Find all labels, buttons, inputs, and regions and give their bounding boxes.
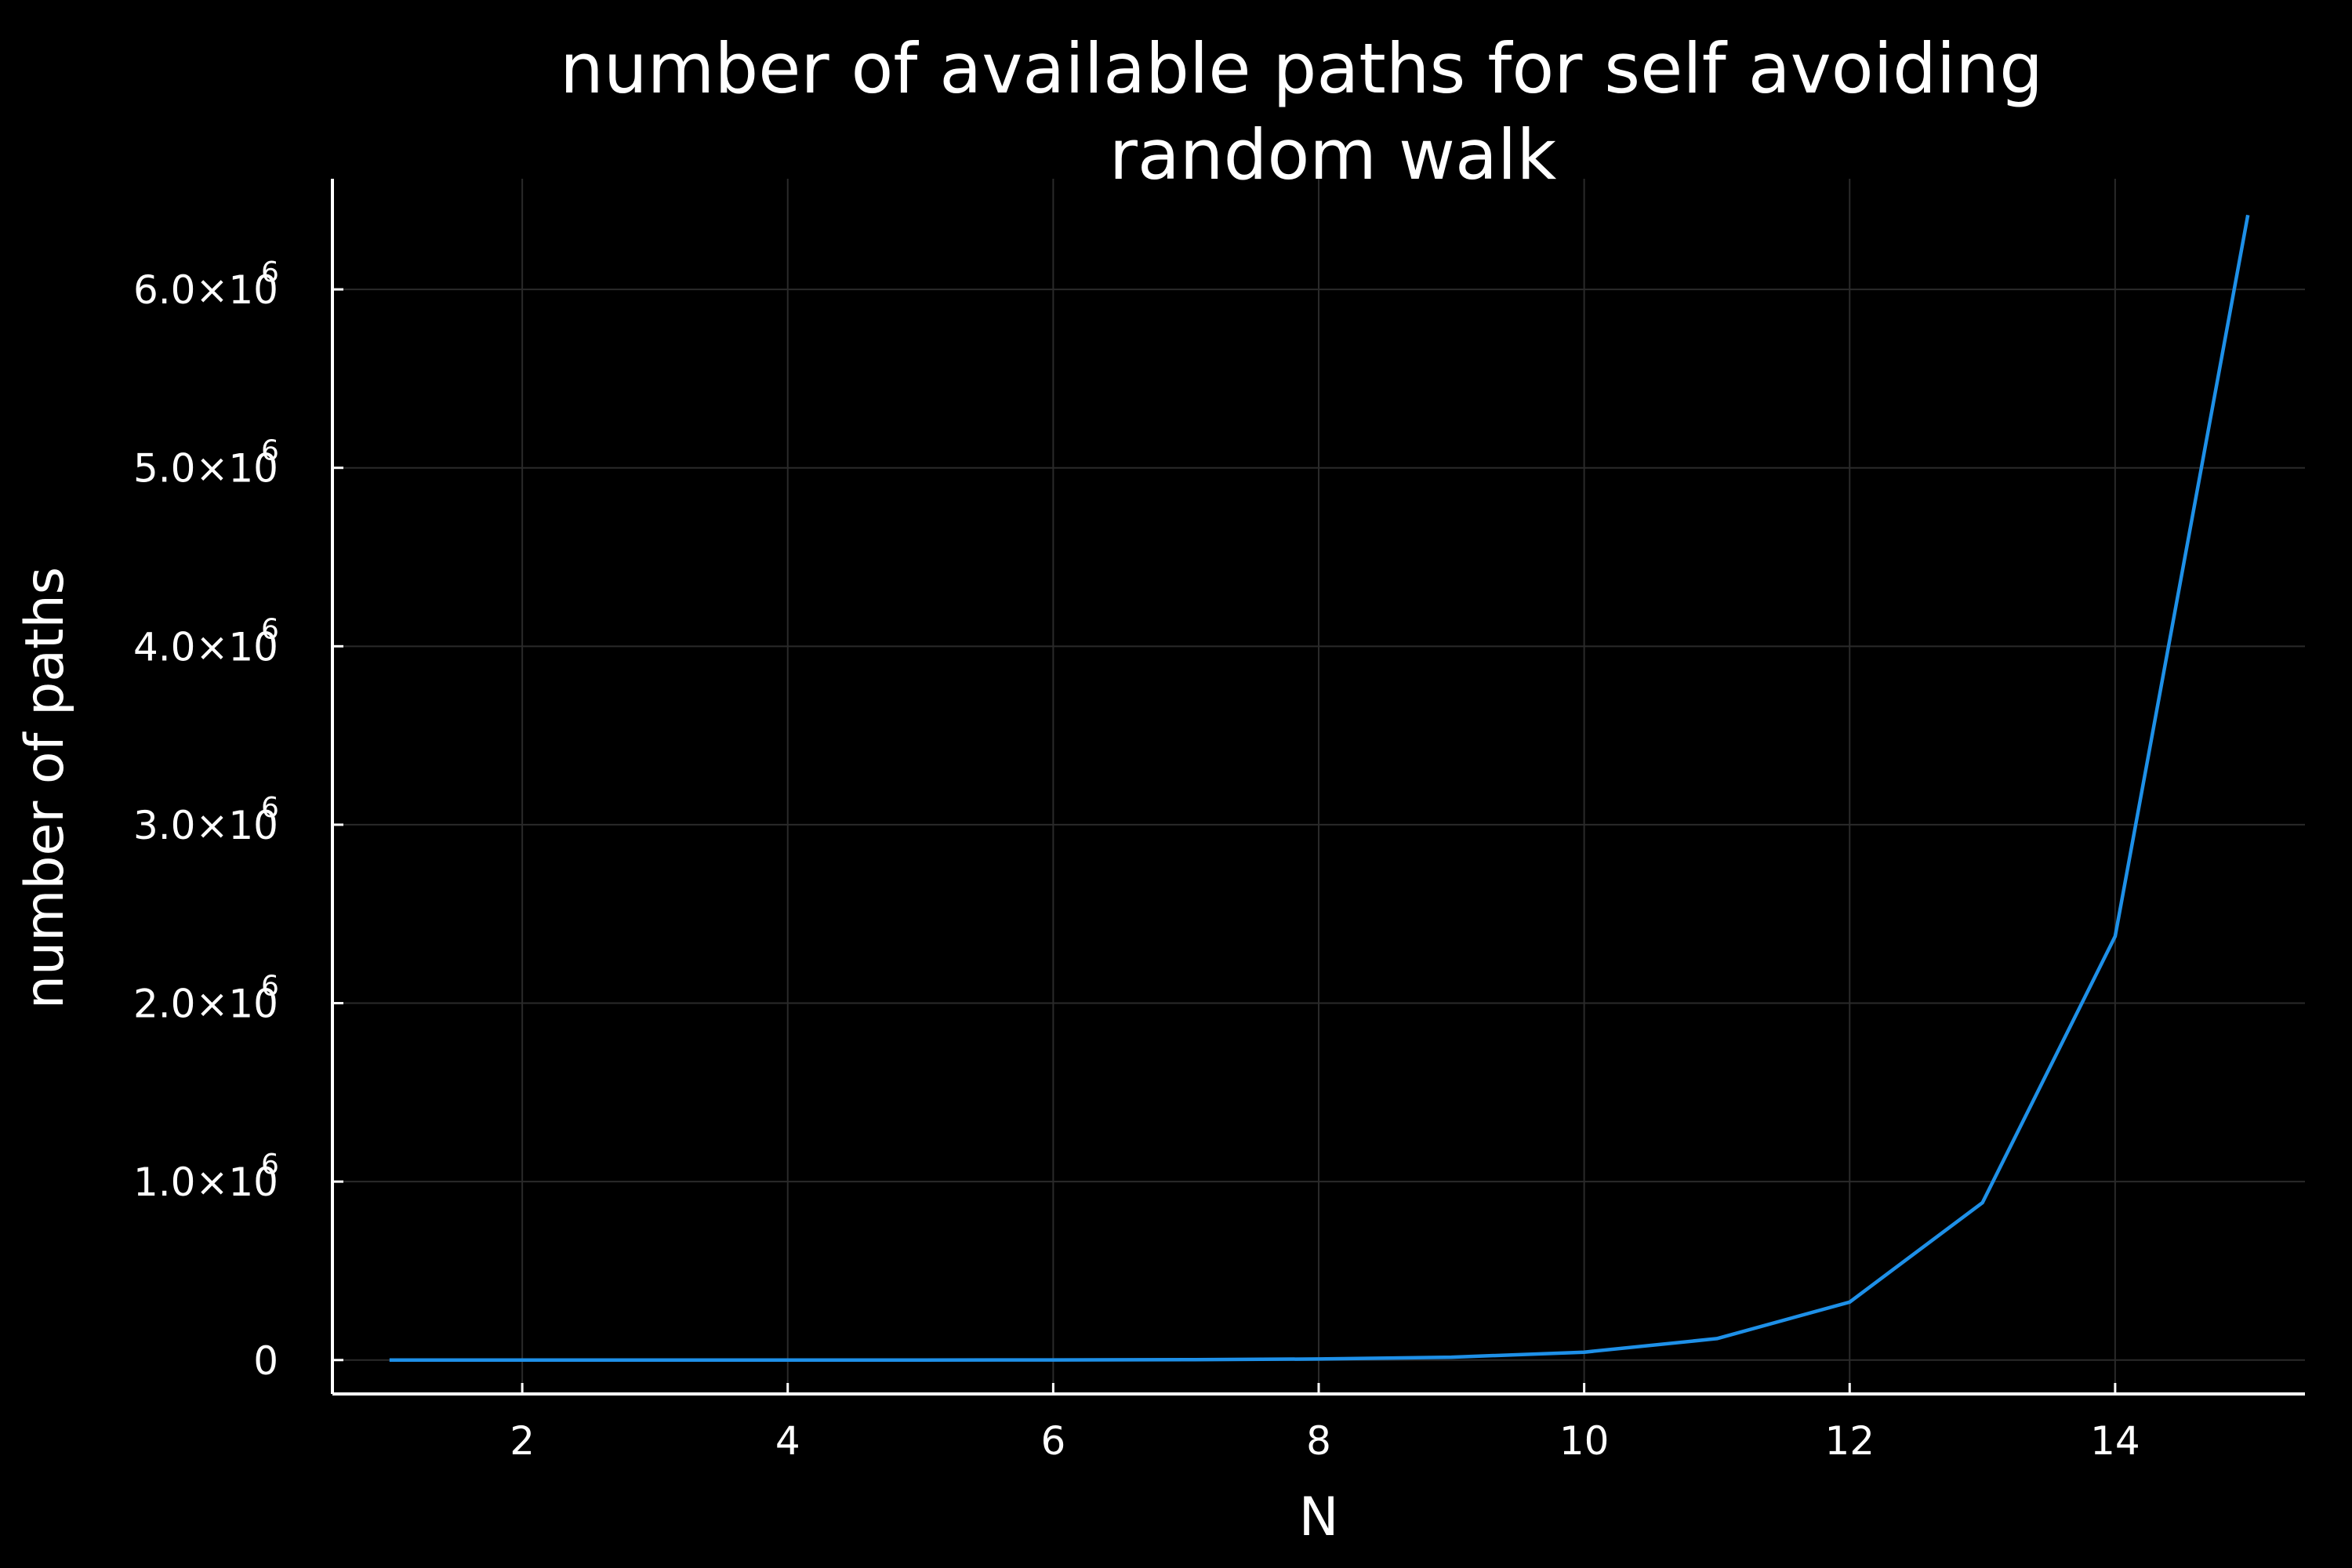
x-ticks: 2 4 6 8 10 12 14 <box>510 1383 2140 1464</box>
x-tick-label: 2 <box>510 1418 535 1464</box>
x-tick-label: 14 <box>2090 1418 2140 1464</box>
y-tick-exponent: 6 <box>261 256 279 289</box>
y-tick-label: 6.0×10 <box>133 267 278 313</box>
x-tick-label: 6 <box>1040 1418 1065 1464</box>
y-tick-label: 4.0×10 <box>133 624 278 670</box>
x-tick-label: 12 <box>1824 1418 1875 1464</box>
y-axis-label: number of paths <box>14 567 76 1009</box>
y-tick-exponent: 6 <box>261 792 279 824</box>
y-tick-exponent: 6 <box>261 613 279 645</box>
series <box>389 214 2250 1363</box>
y-tick-exponent: 6 <box>261 435 279 467</box>
y-tick-label: 5.0×10 <box>133 446 278 492</box>
x-tick-label: 8 <box>1306 1418 1331 1464</box>
x-tick-label: 10 <box>1559 1418 1610 1464</box>
grid <box>332 179 2305 1394</box>
chart-title-line-1: number of available paths for self avoid… <box>560 28 2043 109</box>
chart-title-line-2: random walk <box>1109 114 1557 195</box>
y-tick-label: 2.0×10 <box>133 982 278 1027</box>
y-tick-label: 1.0×10 <box>133 1160 278 1205</box>
y-tick-exponent: 6 <box>261 1149 279 1181</box>
y-tick-label: 0 <box>253 1338 278 1384</box>
y-tick-exponent: 6 <box>261 971 279 1003</box>
x-axis-label: N <box>1299 1486 1339 1548</box>
x-tick-label: 4 <box>775 1418 800 1464</box>
y-ticks: 01.0×1062.0×1063.0×1064.0×1065.0×1066.0×… <box>133 256 343 1384</box>
y-tick-label: 3.0×10 <box>133 803 278 848</box>
